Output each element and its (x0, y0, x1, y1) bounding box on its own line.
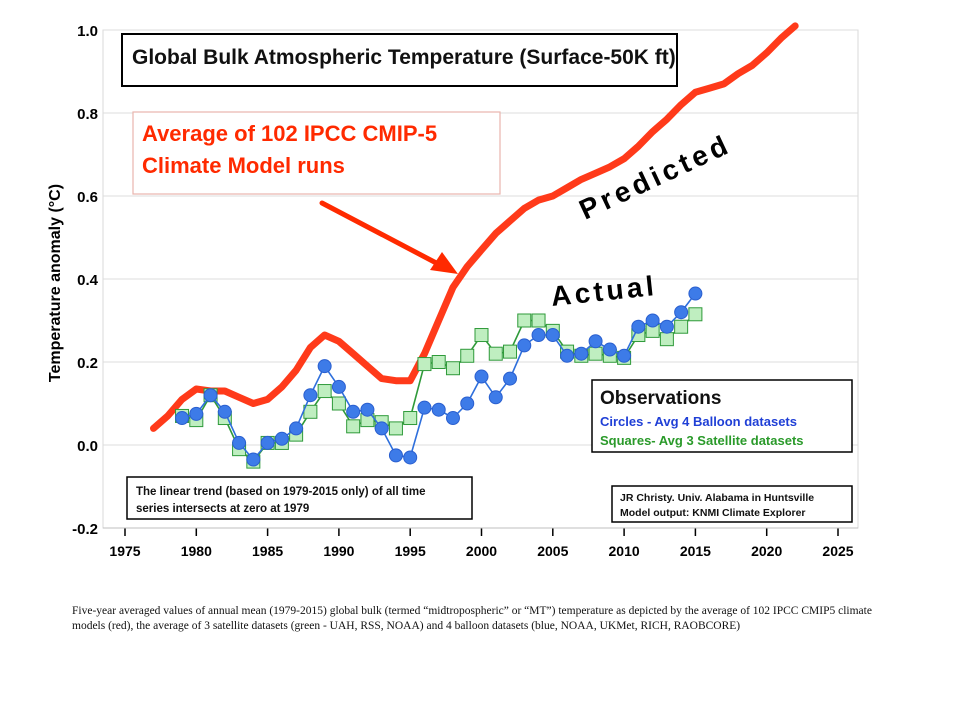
balloon-point (445, 411, 460, 426)
balloon-point (274, 431, 289, 446)
y-tick-label: -0.2 (72, 521, 98, 538)
satellite-point (317, 384, 332, 399)
satellite-point (474, 328, 489, 343)
title-box (121, 33, 678, 87)
satellite-point (488, 346, 503, 361)
balloon-point (431, 402, 446, 417)
balloon-point (289, 421, 304, 436)
satellite-point (460, 348, 475, 363)
y-tick-label: 0.0 (77, 438, 98, 455)
satellite-point (688, 307, 703, 322)
satellite-point (331, 396, 346, 411)
model-callout-line2: Climate Model runs (142, 153, 345, 178)
callout-arrow (319, 200, 445, 269)
balloon-point (403, 450, 418, 465)
balloon-point (331, 379, 346, 394)
trend-note-line1: The linear trend (based on 1979-2015 onl… (136, 486, 426, 498)
balloon-point (488, 390, 503, 405)
balloon-point (175, 411, 190, 426)
chart-title: Global Bulk Atmospheric Temperature (Sur… (132, 46, 676, 69)
balloon-point (474, 369, 489, 384)
balloon-point (602, 342, 617, 357)
x-tick-label: 1985 (252, 543, 283, 559)
x-tick-label: 2015 (680, 543, 711, 559)
x-tick-label: 1990 (323, 543, 354, 559)
x-tick-label: 2025 (822, 543, 853, 559)
trend-note-line2: series intersects at zero at 1979 (136, 503, 309, 515)
observations-legend (591, 379, 853, 453)
satellite-point (417, 357, 432, 372)
balloon-point (531, 328, 546, 343)
credit-line2: Model output: KNMI Climate Explorer (620, 507, 806, 519)
balloon-point (189, 406, 204, 421)
satellite-point (346, 419, 361, 434)
satellite-point (431, 355, 446, 369)
balloon-point (388, 448, 403, 463)
satellite-point (659, 332, 674, 347)
balloon-point (303, 388, 318, 403)
balloon-point (503, 371, 518, 386)
y-tick-label: 0.4 (77, 272, 99, 289)
balloon-point (631, 319, 646, 334)
balloon-point (617, 348, 632, 363)
x-tick-label: 2010 (609, 543, 640, 559)
balloon-point (460, 396, 475, 411)
x-tick-label: 2005 (537, 543, 568, 559)
balloon-point (517, 338, 532, 353)
model-callout-box (132, 111, 501, 195)
satellite-point (517, 313, 532, 328)
balloon-point (688, 286, 703, 301)
satellite-point (674, 319, 689, 334)
y-axis-ticks: 1.0 0.8 0.6 0.4 0.2 0.0 -0.2 (72, 23, 99, 538)
satellite-point (388, 421, 403, 436)
balloon-point (545, 328, 560, 343)
model-average-line (150, 22, 799, 432)
series-model-average (150, 22, 799, 432)
balloon-point (360, 402, 375, 417)
satellite-point (403, 411, 418, 426)
legend-circles: Circles - Avg 4 Balloon datasets (600, 414, 797, 429)
y-tick-label: 0.2 (77, 355, 98, 372)
balloon-point (260, 435, 275, 450)
observations-title: Observations (600, 388, 721, 409)
y-tick-label: 0.8 (77, 106, 98, 123)
x-axis-ticks: 1975 1980 1985 1990 1995 2000 2005 2010 2015 2020… (109, 528, 854, 559)
y-tick-label: 0.6 (77, 189, 98, 206)
x-tick-label: 1995 (395, 543, 426, 559)
balloon-point (560, 348, 575, 363)
balloon-point (246, 452, 261, 467)
balloon-point (588, 334, 603, 349)
y-axis-label: Temperature anomaly (°C) (47, 184, 64, 382)
satellite-point (531, 313, 546, 328)
balloon-point (232, 435, 247, 450)
balloon-point (374, 421, 389, 436)
balloon-point (674, 305, 689, 320)
balloon-point (417, 400, 432, 415)
balloon-point (659, 319, 674, 334)
x-tick-label: 1975 (109, 543, 140, 559)
credit-box (611, 485, 853, 523)
series-balloon (175, 286, 703, 467)
credit-line1: JR Christy. Univ. Alabama in Huntsville (620, 492, 814, 504)
model-callout-line1: Average of 102 IPCC CMIP-5 (142, 121, 437, 146)
x-tick-label: 1980 (181, 543, 212, 559)
balloon-point (574, 346, 589, 361)
callout-arrowhead (430, 252, 458, 274)
x-tick-label: 2020 (751, 543, 782, 559)
x-tick-label: 2000 (466, 543, 497, 559)
satellite-point (503, 344, 518, 359)
balloon-point (217, 404, 232, 419)
balloon-point (317, 359, 332, 374)
trend-note-box (126, 476, 473, 520)
balloon-point (203, 388, 218, 403)
figure-caption: Five-year averaged values of annual mean… (72, 605, 872, 632)
balloon-point (645, 313, 660, 328)
y-tick-label: 1.0 (77, 23, 98, 40)
satellite-point (588, 346, 603, 361)
legend-squares: Squares- Avg 3 Satellite datasets (600, 433, 804, 448)
balloon-point (346, 404, 361, 419)
satellite-point (445, 361, 460, 376)
chart: 1.00.80.60.40.20.0-0.2 1975 1980 1985 1990 1… (47, 22, 859, 559)
